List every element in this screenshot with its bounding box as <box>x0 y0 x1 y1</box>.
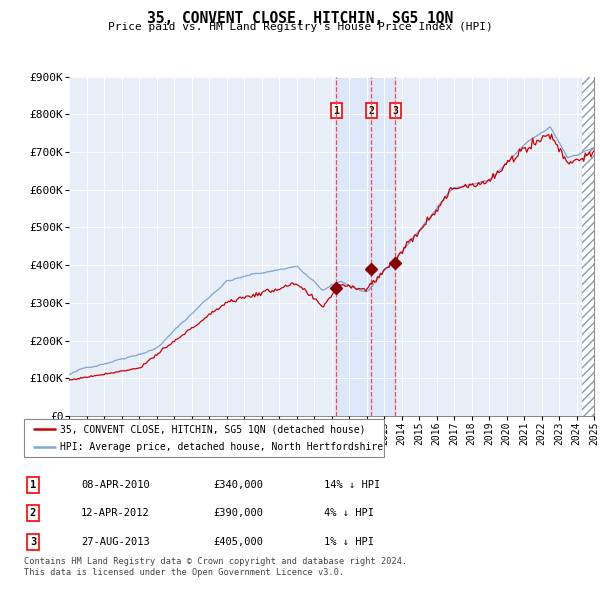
Text: Price paid vs. HM Land Registry's House Price Index (HPI): Price paid vs. HM Land Registry's House … <box>107 22 493 32</box>
Text: £340,000: £340,000 <box>213 480 263 490</box>
Text: 1: 1 <box>30 480 36 490</box>
Text: 2: 2 <box>30 509 36 518</box>
Text: Contains HM Land Registry data © Crown copyright and database right 2024.: Contains HM Land Registry data © Crown c… <box>24 558 407 566</box>
Bar <box>582 77 594 416</box>
Text: 3: 3 <box>30 537 36 546</box>
Text: 14% ↓ HPI: 14% ↓ HPI <box>324 480 380 490</box>
Text: 12-APR-2012: 12-APR-2012 <box>81 509 150 518</box>
Bar <box>336 77 395 416</box>
Text: 27-AUG-2013: 27-AUG-2013 <box>81 537 150 546</box>
Text: 08-APR-2010: 08-APR-2010 <box>81 480 150 490</box>
Text: 3: 3 <box>392 106 398 116</box>
Text: £390,000: £390,000 <box>213 509 263 518</box>
Text: This data is licensed under the Open Government Licence v3.0.: This data is licensed under the Open Gov… <box>24 568 344 577</box>
Text: 35, CONVENT CLOSE, HITCHIN, SG5 1QN (detached house): 35, CONVENT CLOSE, HITCHIN, SG5 1QN (det… <box>60 424 365 434</box>
Text: 1% ↓ HPI: 1% ↓ HPI <box>324 537 374 546</box>
Text: HPI: Average price, detached house, North Hertfordshire: HPI: Average price, detached house, Nort… <box>60 442 383 452</box>
Text: £405,000: £405,000 <box>213 537 263 546</box>
Text: 35, CONVENT CLOSE, HITCHIN, SG5 1QN: 35, CONVENT CLOSE, HITCHIN, SG5 1QN <box>147 11 453 25</box>
Text: 1: 1 <box>333 106 339 116</box>
Text: 2: 2 <box>368 106 374 116</box>
Text: 4% ↓ HPI: 4% ↓ HPI <box>324 509 374 518</box>
